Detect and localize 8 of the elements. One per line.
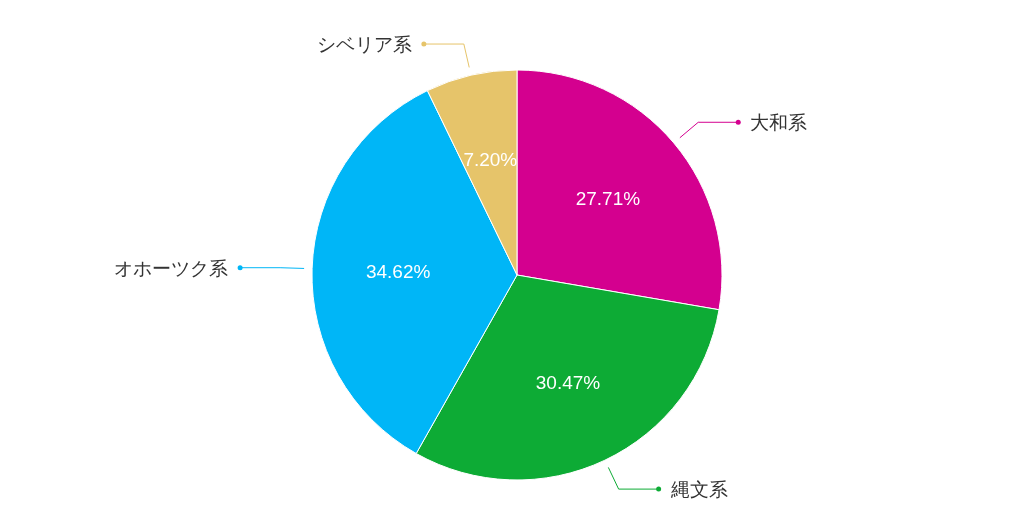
data-label: 27.71% — [575, 187, 641, 209]
data-label: 7.20% — [463, 148, 518, 170]
data-label: 34.62% — [365, 260, 431, 282]
slice-label: シベリア系 — [316, 33, 412, 56]
slice-label: 縄文系 — [669, 478, 728, 501]
slice-label: 大和系 — [750, 111, 808, 134]
slice-label: オホーツク系 — [114, 256, 229, 279]
data-label: 30.47% — [535, 371, 601, 393]
